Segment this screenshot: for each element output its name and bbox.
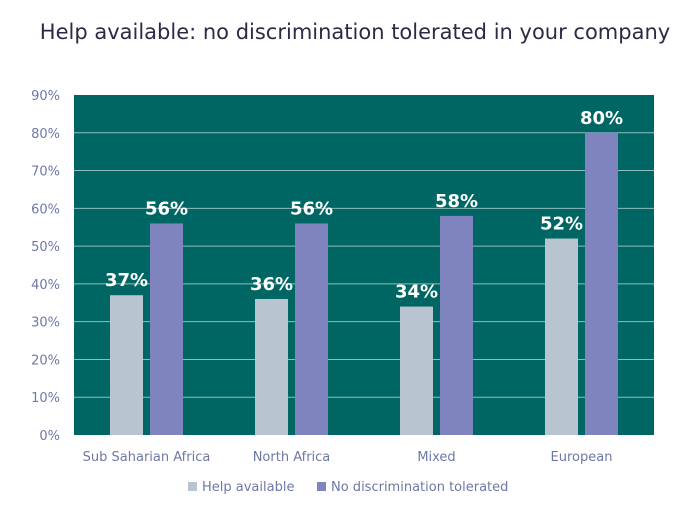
data-label: 36% bbox=[250, 274, 293, 295]
data-label: 56% bbox=[290, 198, 333, 219]
y-tick-label: 90% bbox=[31, 89, 60, 104]
legend-swatch bbox=[317, 482, 326, 491]
bar-no-discrimination bbox=[150, 223, 183, 435]
data-label: 80% bbox=[580, 108, 623, 129]
y-tick-label: 50% bbox=[31, 240, 60, 255]
y-tick-label: 80% bbox=[31, 127, 60, 142]
x-tick-label: North Africa bbox=[253, 450, 331, 465]
data-label: 56% bbox=[145, 198, 188, 219]
y-tick-label: 30% bbox=[31, 316, 60, 331]
chart-title: Help available: no discrimination tolera… bbox=[40, 20, 670, 44]
data-label: 37% bbox=[105, 270, 148, 291]
y-tick-label: 70% bbox=[31, 165, 60, 180]
bar-help-available bbox=[400, 306, 433, 435]
bar-help-available bbox=[110, 295, 143, 435]
legend-label: No discrimination tolerated bbox=[331, 480, 508, 495]
x-tick-label: Mixed bbox=[417, 450, 455, 465]
y-tick-label: 60% bbox=[31, 202, 60, 217]
data-label: 34% bbox=[395, 282, 438, 303]
y-tick-label: 10% bbox=[31, 391, 60, 406]
y-tick-label: 20% bbox=[31, 353, 60, 368]
x-tick-label: Sub Saharian Africa bbox=[83, 450, 211, 465]
data-label: 58% bbox=[435, 191, 478, 212]
bar-no-discrimination bbox=[440, 215, 473, 435]
y-tick-label: 40% bbox=[31, 278, 60, 293]
data-label: 52% bbox=[540, 214, 583, 235]
bar-help-available bbox=[255, 299, 288, 435]
bar-help-available bbox=[545, 238, 578, 435]
bar-no-discrimination bbox=[585, 132, 618, 435]
legend-swatch bbox=[188, 482, 197, 491]
bar-no-discrimination bbox=[295, 223, 328, 435]
y-tick-label: 0% bbox=[39, 429, 60, 444]
x-tick-label: European bbox=[551, 450, 613, 465]
legend-label: Help available bbox=[202, 480, 294, 495]
